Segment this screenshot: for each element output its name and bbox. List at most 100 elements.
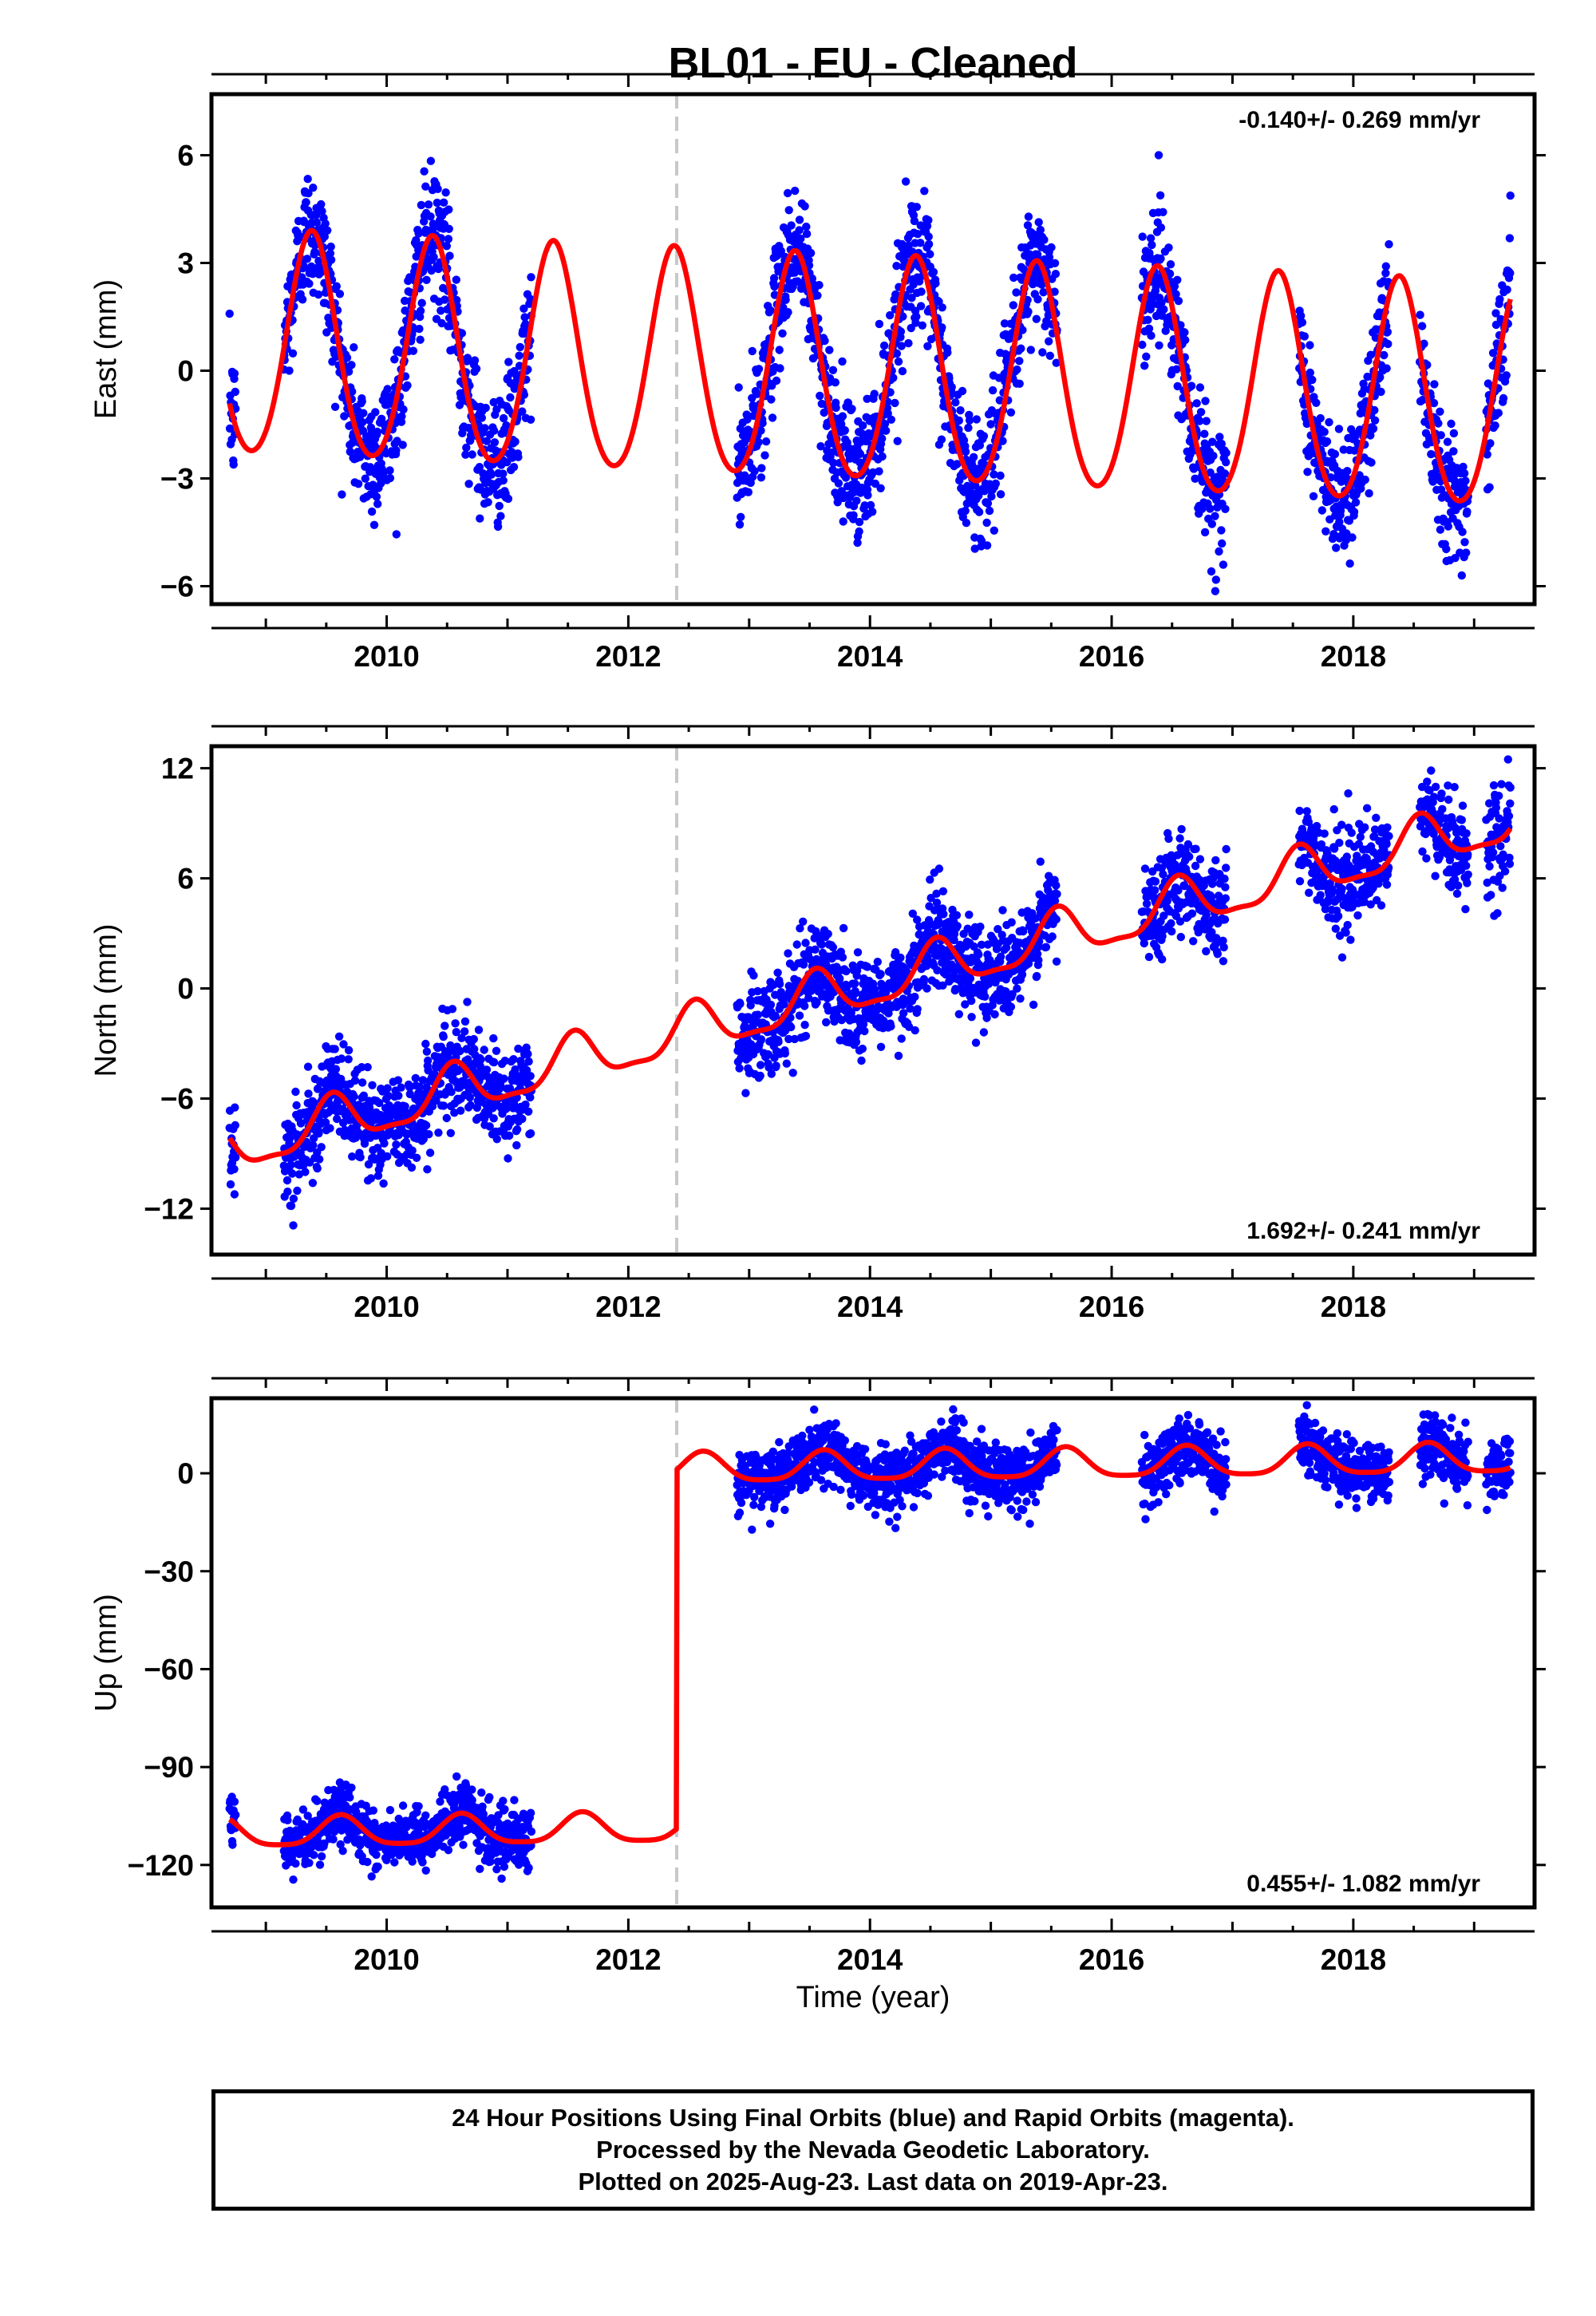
data-point — [424, 200, 433, 209]
data-point — [1506, 191, 1515, 200]
data-point — [1036, 857, 1045, 866]
data-point — [898, 366, 907, 376]
data-point — [932, 898, 942, 907]
data-point — [337, 1074, 346, 1084]
data-point — [773, 968, 782, 978]
data-point — [408, 1146, 417, 1155]
data-point — [1026, 346, 1036, 354]
data-point — [736, 999, 745, 1009]
data-point — [477, 413, 486, 422]
data-point — [967, 1013, 976, 1022]
data-point — [974, 508, 984, 516]
data-point — [938, 323, 946, 332]
data-point — [509, 1055, 518, 1064]
data-point — [358, 397, 366, 406]
data-point — [481, 403, 490, 413]
data-point — [784, 949, 792, 958]
data-point — [313, 1164, 322, 1173]
data-point — [524, 1107, 533, 1117]
data-point — [892, 262, 901, 271]
data-point — [1039, 288, 1048, 297]
data-point — [1297, 311, 1306, 320]
data-point — [858, 1044, 867, 1053]
data-point — [518, 1114, 527, 1124]
data-point — [1200, 429, 1209, 438]
data-point — [920, 187, 929, 196]
data-point — [855, 449, 865, 458]
data-point — [1191, 474, 1199, 483]
data-point — [1502, 371, 1511, 380]
data-point — [519, 304, 528, 313]
data-point — [1158, 954, 1167, 964]
data-point — [1431, 782, 1440, 792]
x-tick-label: 2010 — [354, 640, 419, 673]
data-point — [811, 945, 820, 954]
data-point — [1040, 235, 1049, 244]
data-point — [828, 943, 838, 952]
data-point — [527, 273, 535, 282]
data-point — [996, 952, 1005, 961]
data-point — [1156, 223, 1166, 232]
data-point — [1045, 337, 1053, 346]
data-point — [305, 279, 314, 288]
data-point — [859, 421, 867, 430]
data-point — [889, 373, 898, 382]
data-point — [526, 415, 535, 424]
data-point — [1013, 984, 1021, 993]
data-point — [1189, 464, 1199, 473]
data-point — [1019, 265, 1029, 274]
data-point — [958, 386, 967, 396]
data-point — [778, 329, 787, 338]
data-point — [855, 527, 863, 536]
data-point — [369, 520, 379, 529]
data-point — [446, 1128, 455, 1138]
data-point — [754, 365, 764, 373]
data-point — [996, 471, 1005, 480]
data-point — [480, 424, 489, 433]
data-point — [1008, 990, 1017, 998]
data-point — [1431, 871, 1440, 880]
data-point — [463, 998, 472, 1006]
data-point — [330, 402, 340, 411]
data-point — [932, 889, 941, 899]
data-point — [991, 479, 1001, 488]
data-point — [444, 205, 453, 214]
data-point — [332, 282, 341, 290]
data-point — [961, 506, 970, 516]
data-point — [1483, 878, 1491, 887]
data-point — [1159, 305, 1168, 314]
data-point — [526, 1072, 535, 1081]
data-point — [1353, 911, 1362, 920]
data-point — [1312, 821, 1321, 831]
data-point — [1312, 398, 1321, 407]
data-point — [418, 1076, 428, 1085]
data-point — [982, 541, 992, 550]
data-point — [372, 492, 381, 501]
data-point — [426, 156, 436, 165]
data-point — [392, 530, 401, 539]
data-point — [379, 1179, 388, 1188]
data-point — [472, 364, 481, 373]
data-point — [470, 356, 480, 365]
data-point — [898, 239, 907, 249]
data-point — [1016, 994, 1025, 1003]
data-point — [776, 364, 784, 373]
data-point — [293, 1186, 302, 1196]
data-point — [392, 1140, 401, 1149]
data-point — [1295, 877, 1305, 886]
data-point — [791, 186, 800, 196]
data-point — [913, 230, 922, 239]
data-point — [226, 1180, 235, 1189]
data-point — [1147, 331, 1156, 340]
data-point — [1423, 777, 1432, 786]
data-point — [1462, 548, 1471, 557]
data-point — [1009, 301, 1018, 310]
data-point — [504, 1154, 512, 1163]
data-point — [886, 310, 895, 320]
data-point — [500, 1074, 508, 1083]
data-point — [943, 348, 952, 357]
data-point — [1009, 273, 1018, 283]
data-point — [1052, 358, 1061, 367]
data-point — [1322, 437, 1332, 446]
data-point — [339, 1040, 348, 1049]
